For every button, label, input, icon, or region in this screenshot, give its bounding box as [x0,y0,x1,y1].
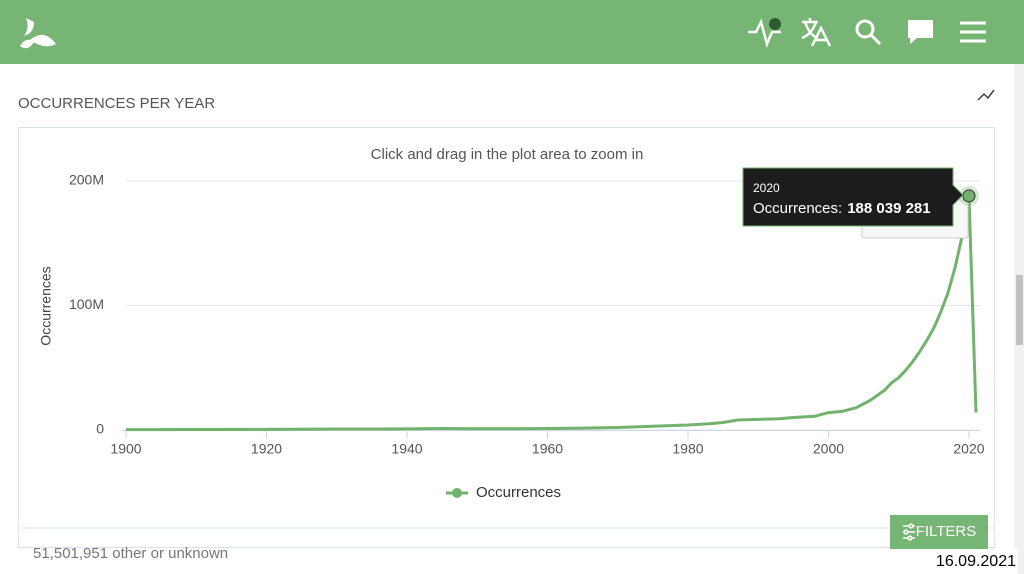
tooltip-box [742,167,964,227]
legend-label: Occurrences [476,484,561,501]
y-tick-label: 0 [96,421,104,437]
x-tick-label: 1980 [672,441,703,457]
x-tick-label: 1900 [110,441,141,457]
hover-point [962,189,976,203]
section-title: OCCURRENCES PER YEAR [18,95,215,112]
filters-label: FILTERS [916,523,977,540]
scrollbar-thumb[interactable] [1016,275,1023,345]
logo[interactable] [20,18,56,49]
tooltip-x: 2020 [753,181,780,195]
tooltip-series: Occurrences: [753,200,842,217]
search-icon[interactable] [855,19,882,46]
menu-icon[interactable] [960,21,986,43]
chart-subtitle: Click and drag in the plot area to zoom … [371,146,644,163]
timestamp-bg [926,549,1018,574]
top-bar [0,0,1024,64]
series-line [126,194,978,432]
y-axis-label: Occurrences [38,266,54,345]
activity-dot [769,18,781,30]
x-tick-label: 1920 [251,441,282,457]
chart-type-icon[interactable] [977,89,995,101]
x-tick-label: 2000 [813,441,844,457]
unknown-count: 51,501,951 other or unknown [33,545,228,562]
x-tick-label: 1960 [532,441,563,457]
timestamp: 16.09.2021 [936,553,1016,570]
x-tick-label: 2020 [953,441,984,457]
legend-dot [452,488,462,498]
x-tick-label: 1940 [391,441,422,457]
plot: 0100M200M1900192019401960198020002020Res… [69,167,985,501]
legend-item[interactable]: Occurrences [446,484,561,501]
filters-icon [903,523,915,541]
tooltip-number: 188 039 281 [847,200,930,217]
y-tick-label: 100M [69,296,104,312]
tooltip-value: Occurrences: 188 039 281 [753,200,931,217]
y-tick-label: 200M [69,172,104,188]
feedback-icon[interactable] [908,20,933,44]
activity-icon[interactable] [748,18,781,48]
translate-icon[interactable] [801,18,832,47]
